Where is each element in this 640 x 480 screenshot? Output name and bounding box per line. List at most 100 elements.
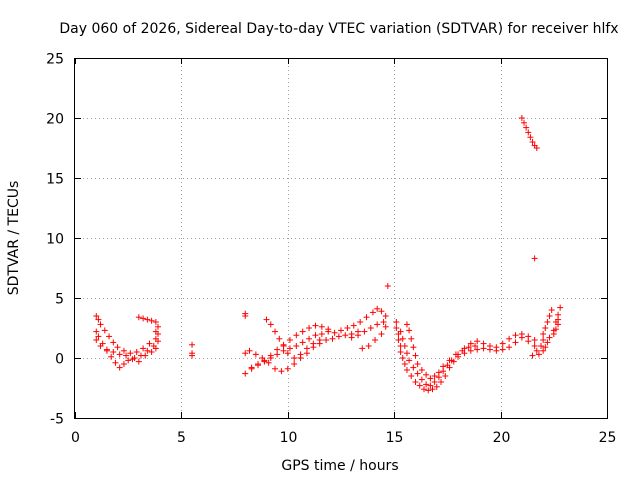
y-tick-labels: -5 0 5 10 15 20 25: [46, 52, 64, 428]
data-point: [380, 319, 387, 325]
data-point: [299, 328, 306, 335]
data-point: [442, 373, 449, 379]
data-point: [408, 373, 415, 379]
data-point: [552, 326, 559, 333]
chart-title: Day 060 of 2026, Sidereal Day-to-day VTE…: [59, 21, 618, 37]
y-tick-label: -5: [50, 412, 64, 428]
series-arc-18: [529, 307, 555, 359]
data-point: [344, 325, 351, 331]
data-point: [291, 355, 298, 361]
data-point: [367, 325, 374, 331]
data-point: [382, 323, 389, 330]
data-point: [129, 356, 136, 363]
data-point: [374, 305, 381, 312]
data-point: [546, 334, 553, 341]
data-point: [97, 321, 104, 328]
y-tick-label: 15: [46, 172, 64, 188]
data-point: [318, 331, 325, 337]
data-point: [125, 357, 132, 364]
axis-ticks: [75, 58, 608, 419]
data-point: [95, 316, 102, 323]
data-point: [93, 328, 100, 335]
data-point: [525, 333, 532, 340]
data-point: [116, 351, 123, 358]
data-point: [242, 370, 249, 377]
data-point: [465, 344, 472, 351]
data-point: [403, 321, 410, 328]
x-tick-label: 20: [493, 430, 511, 446]
data-point: [548, 307, 555, 313]
data-point: [267, 352, 274, 359]
data-point: [316, 337, 323, 343]
data-point: [535, 351, 542, 358]
data-point: [412, 352, 419, 359]
data-point: [342, 332, 349, 339]
data-point: [435, 369, 442, 376]
data-point: [140, 315, 147, 322]
y-tick-label: 20: [46, 112, 64, 128]
data-point: [542, 344, 549, 351]
data-point: [306, 335, 313, 342]
data-point: [312, 332, 319, 339]
data-point: [480, 340, 487, 347]
data-point: [306, 325, 313, 331]
data-point: [506, 344, 513, 351]
data-point: [331, 329, 338, 336]
data-point: [329, 335, 336, 342]
data-point: [433, 383, 440, 390]
data-point: [112, 359, 119, 366]
data-point: [372, 337, 379, 343]
data-point: [557, 304, 564, 311]
data-point: [399, 335, 406, 342]
series-arc-4: [135, 314, 161, 335]
data-point: [144, 347, 151, 354]
data-point: [378, 308, 385, 315]
data-point: [312, 322, 319, 329]
data-point: [408, 335, 415, 342]
data-point: [427, 382, 434, 389]
data-point: [123, 352, 130, 359]
data-point: [284, 365, 291, 372]
data-point: [438, 379, 445, 385]
series-arc-12: [384, 283, 391, 289]
data-point: [101, 327, 108, 334]
data-point: [338, 327, 344, 334]
data-point: [444, 362, 451, 369]
data-point: [293, 332, 300, 339]
data-point: [278, 368, 285, 375]
data-point: [472, 343, 479, 349]
data-point: [303, 345, 310, 352]
x-tick-label: 15: [386, 430, 404, 446]
data-point: [363, 314, 370, 321]
series-arc-13: [393, 319, 538, 394]
data-point: [446, 357, 453, 364]
y-tick-label: 0: [55, 352, 64, 368]
data-point: [403, 367, 410, 373]
data-point: [397, 328, 404, 335]
data-point: [120, 347, 127, 354]
data-point: [297, 351, 304, 358]
data-point: [93, 313, 100, 319]
data-point: [110, 349, 117, 355]
data-point: [401, 343, 408, 349]
data-point: [276, 335, 283, 342]
data-point: [529, 352, 536, 359]
data-point: [286, 337, 293, 343]
series-arc-16: [518, 115, 540, 151]
y-tick-label: 25: [46, 52, 64, 68]
data-point: [431, 379, 438, 385]
data-point: [357, 319, 364, 325]
data-point: [263, 316, 270, 323]
data-point: [499, 346, 506, 353]
data-point: [154, 323, 161, 330]
data-point: [403, 350, 410, 357]
data-point: [152, 319, 159, 325]
data-point: [418, 376, 425, 383]
data-point: [410, 364, 417, 371]
data-point: [272, 328, 279, 335]
x-tick-labels: 0 5 10 15 20 25: [71, 430, 616, 446]
data-point: [350, 322, 357, 329]
series-arc-7: [242, 305, 389, 377]
data-point: [540, 337, 547, 343]
